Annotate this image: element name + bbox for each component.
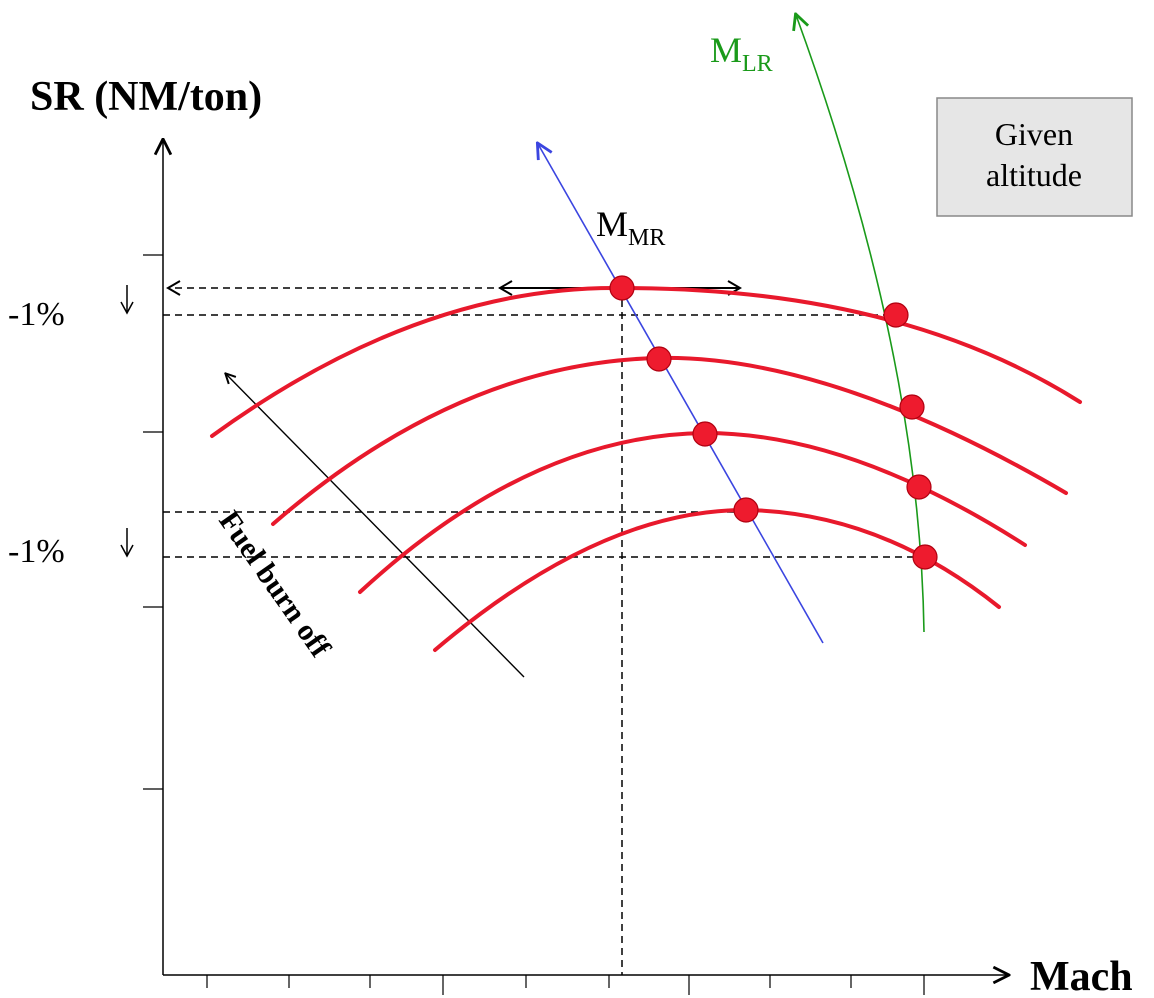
point-mlr-4 — [912, 544, 938, 570]
down-arrow-upper-icon — [120, 285, 134, 315]
intersection-points — [609, 275, 938, 570]
mmr-line — [538, 144, 824, 644]
point-mmr-1 — [609, 275, 635, 301]
percent-label-upper: -1% — [8, 296, 65, 333]
given-altitude-line1: Given — [995, 116, 1073, 152]
point-mlr-3 — [906, 474, 932, 500]
point-mlr-1 — [883, 302, 909, 328]
mlr-label: MLR — [710, 30, 773, 77]
y-axis-title: SR (NM/ton) — [30, 74, 262, 120]
down-arrow-lower-icon — [120, 528, 134, 558]
x-axis-ticks — [206, 975, 925, 995]
fuel-burn-off-arrow — [226, 374, 525, 678]
given-altitude-box: Given altitude — [936, 97, 1133, 217]
arrowhead-left-icon — [166, 280, 181, 296]
y-axis-ticks — [143, 254, 163, 790]
given-altitude-line2: altitude — [986, 157, 1082, 193]
point-mmr-3 — [692, 421, 718, 447]
mmr-label: MMR — [596, 204, 665, 251]
x-axis-title: Mach — [1030, 954, 1133, 998]
point-mmr-4 — [733, 497, 759, 523]
sr-curve-1 — [210, 285, 1082, 438]
point-mmr-2 — [646, 346, 672, 372]
sr-curves — [210, 285, 1082, 652]
mlr-curve — [796, 15, 925, 633]
percent-label-lower: -1% — [8, 533, 65, 570]
sr-curve-4 — [433, 507, 1001, 652]
fuel-burn-off-label: Fuel burn off — [212, 505, 337, 664]
point-mlr-2 — [899, 394, 925, 420]
